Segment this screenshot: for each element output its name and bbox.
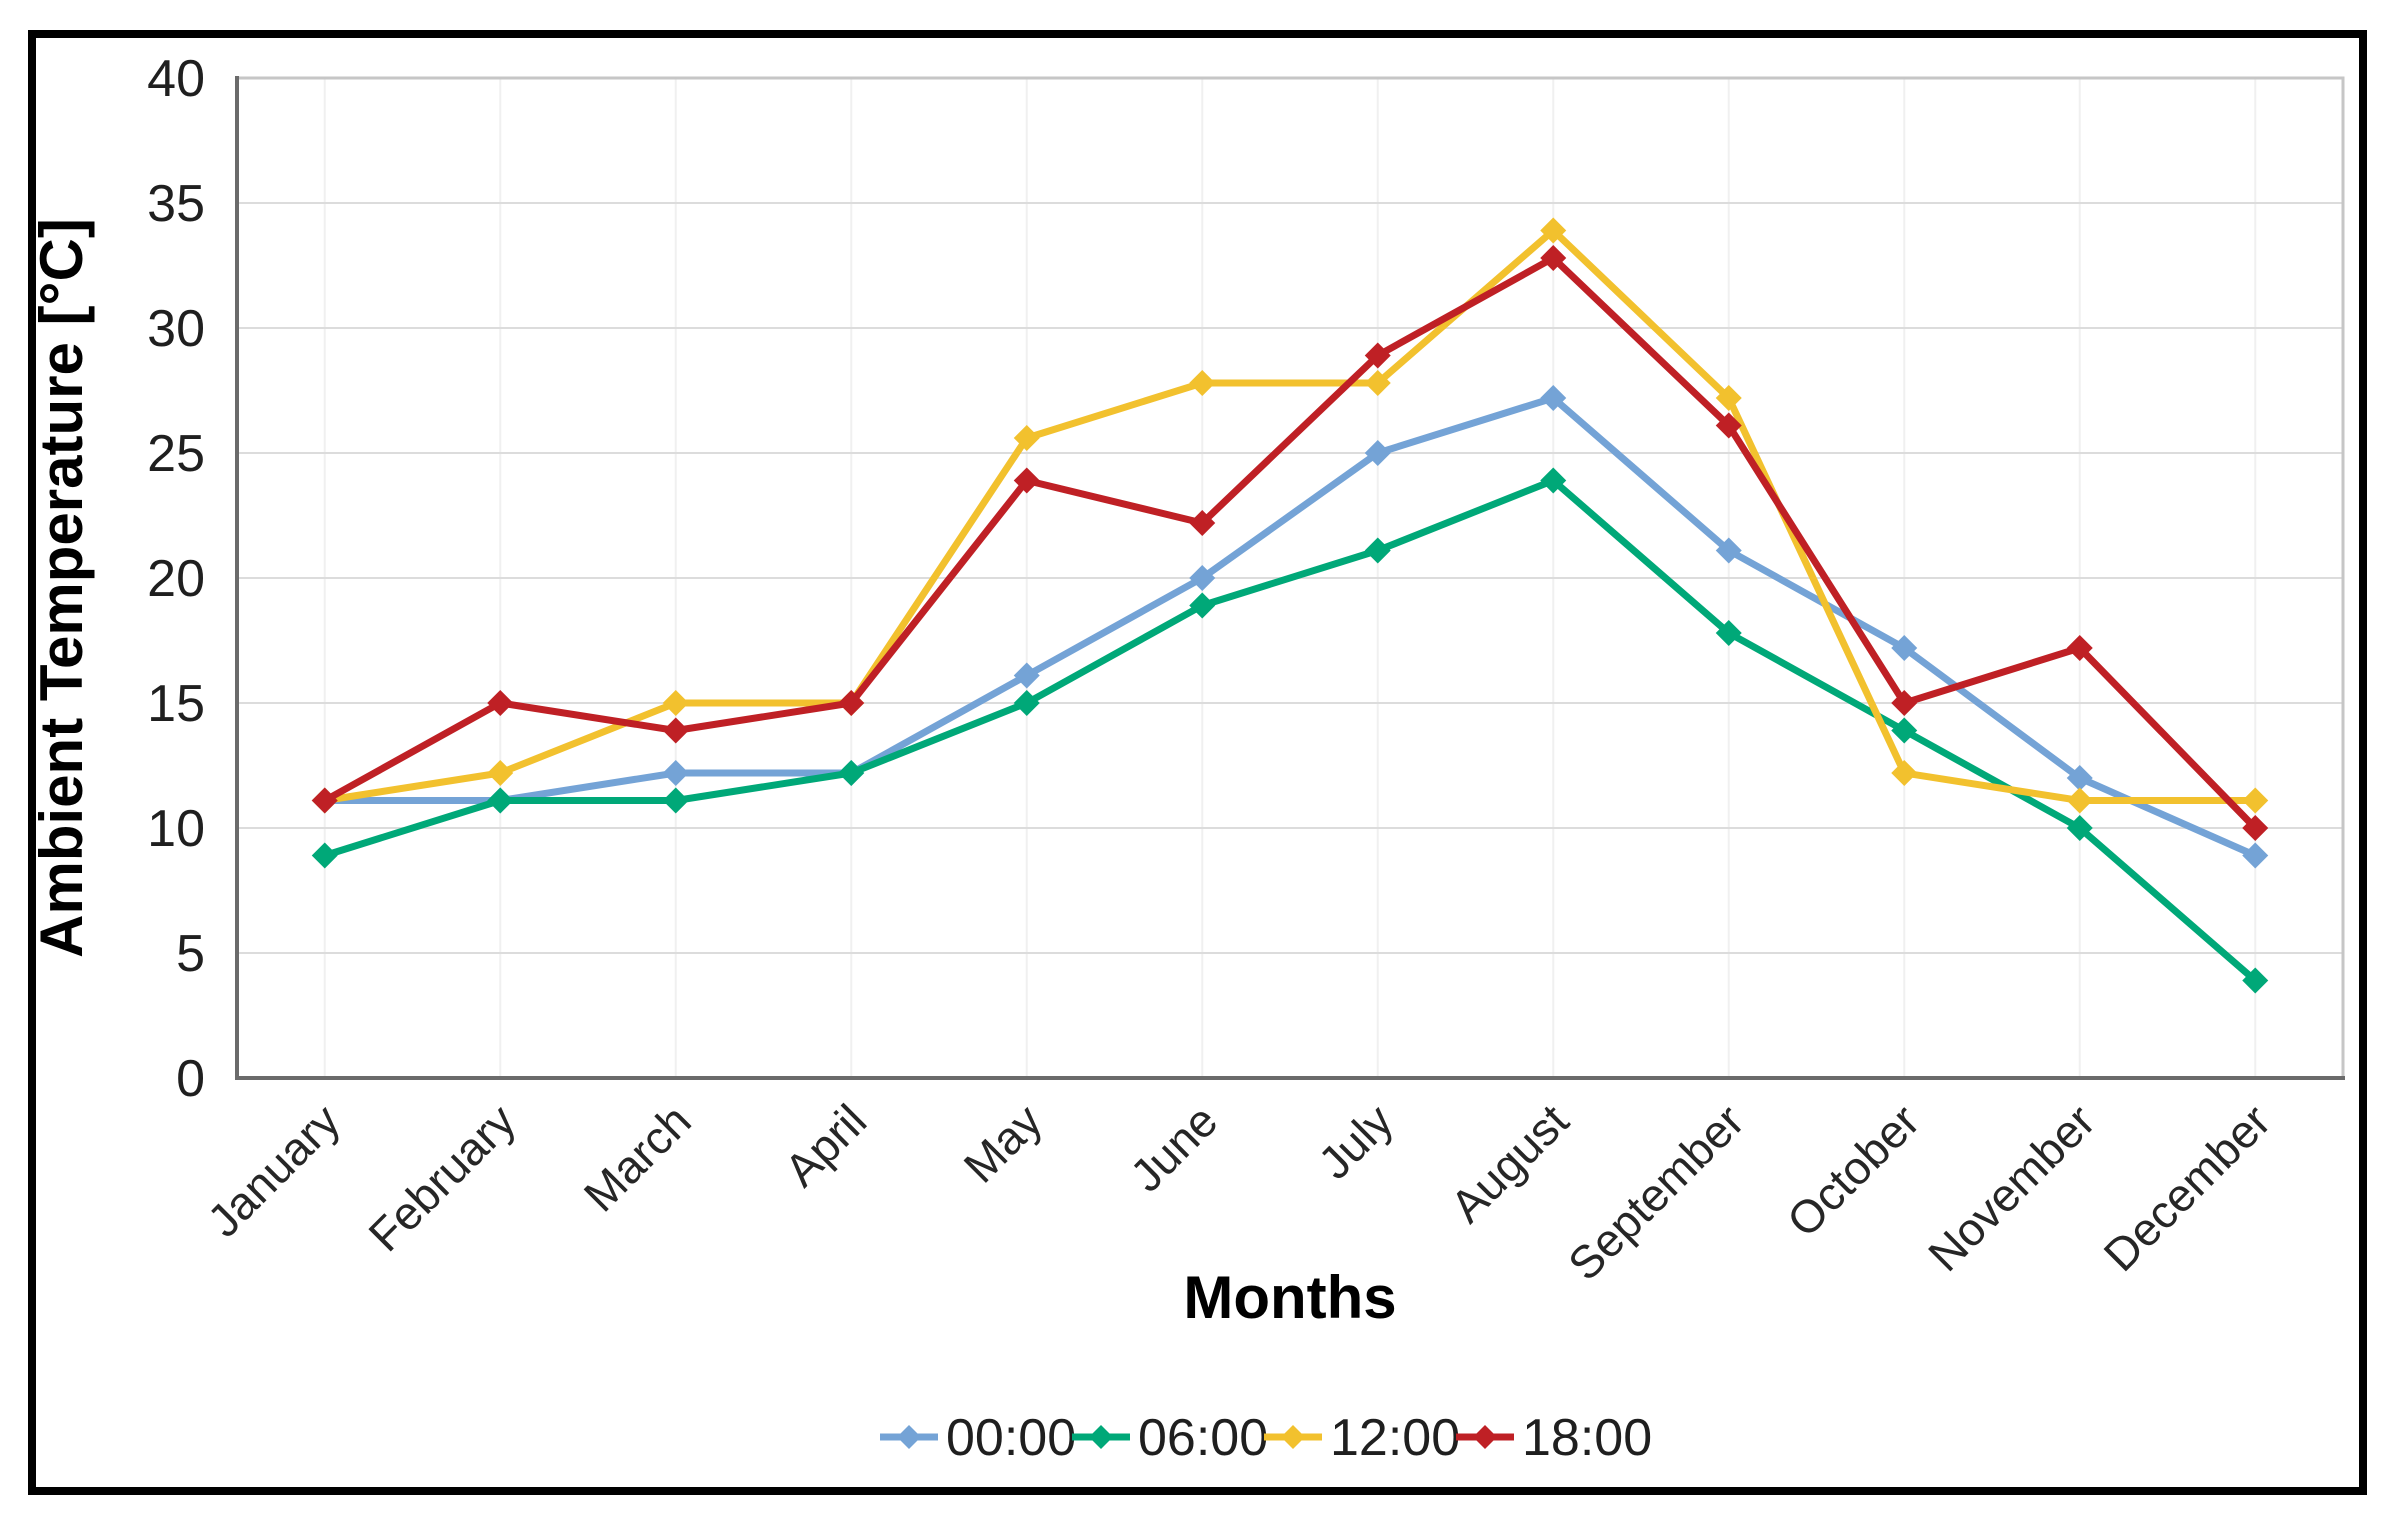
data-point-marker bbox=[487, 690, 514, 716]
legend-label: 00:00 bbox=[946, 1409, 1076, 1467]
data-point-marker bbox=[838, 690, 865, 716]
data-point-marker bbox=[2242, 967, 2269, 994]
legend-label: 18:00 bbox=[1522, 1409, 1652, 1467]
x-tick-label: February bbox=[358, 1094, 525, 1261]
series-markers-06:00 bbox=[311, 467, 2269, 994]
series-line-12:00 bbox=[321, 227, 2259, 804]
data-point-marker bbox=[662, 690, 689, 716]
data-point-marker bbox=[1891, 760, 1918, 786]
y-tick-labels: 0 5 10 15 20 25 30 35 40 bbox=[147, 50, 205, 1108]
data-point-marker bbox=[311, 842, 338, 869]
data-point-marker bbox=[1013, 425, 1040, 451]
x-tick-label: August bbox=[1440, 1094, 1578, 1232]
x-axis-title: Months bbox=[1183, 1264, 1396, 1331]
y-axis-title: Ambient Temperature [°C] bbox=[28, 218, 95, 958]
legend-label: 06:00 bbox=[1138, 1409, 1268, 1467]
data-point-marker bbox=[1540, 385, 1567, 411]
series-markers-18:00 bbox=[311, 245, 2269, 841]
data-point-marker bbox=[1364, 370, 1391, 396]
legend-marker bbox=[1281, 1425, 1305, 1449]
data-point-marker bbox=[311, 787, 338, 814]
data-point-marker bbox=[1013, 690, 1040, 716]
data-point-marker bbox=[662, 717, 689, 744]
x-tick-label: December bbox=[2094, 1094, 2281, 1281]
data-point-marker bbox=[487, 760, 514, 786]
x-tick-label: June bbox=[1120, 1094, 1227, 1201]
data-point-marker bbox=[662, 760, 689, 786]
y-tick-label: 0 bbox=[176, 1050, 205, 1108]
legend: 00:00 06:00 12:00 18:00 bbox=[880, 1409, 1652, 1467]
series-line-00:00 bbox=[321, 394, 2259, 859]
data-point-marker bbox=[838, 760, 865, 786]
y-tick-label: 30 bbox=[147, 300, 205, 358]
data-point-marker bbox=[1189, 565, 1216, 591]
y-tick-label: 15 bbox=[147, 675, 205, 733]
data-point-marker bbox=[2242, 787, 2269, 814]
x-tick-label: May bbox=[954, 1094, 1052, 1192]
x-tick-label: March bbox=[574, 1094, 701, 1221]
y-tick-label: 5 bbox=[176, 925, 205, 983]
data-point-marker bbox=[1364, 342, 1391, 369]
data-point-marker bbox=[2242, 842, 2269, 869]
data-point-marker bbox=[1540, 245, 1567, 271]
x-tick-labels: January February March April May June July Augu… bbox=[197, 1094, 2280, 1290]
legend-item-18:00: 18:00 bbox=[1456, 1409, 1652, 1467]
data-point-marker bbox=[1013, 662, 1040, 689]
x-tick-label: September bbox=[1558, 1094, 1754, 1290]
series-line-18:00 bbox=[321, 254, 2259, 832]
x-tick-label: January bbox=[197, 1094, 349, 1246]
y-tick-label: 35 bbox=[147, 175, 205, 233]
y-tick-label: 20 bbox=[147, 550, 205, 608]
data-point-marker bbox=[1540, 467, 1567, 494]
gridlines bbox=[237, 77, 2343, 1078]
data-point-marker bbox=[1364, 440, 1391, 466]
data-point-marker bbox=[1715, 385, 1742, 411]
y-tick-label: 40 bbox=[147, 50, 205, 108]
legend-marker bbox=[1473, 1425, 1497, 1449]
data-point-marker bbox=[1189, 510, 1216, 536]
series-line-06:00 bbox=[321, 477, 2259, 984]
legend-item-00:00: 00:00 bbox=[880, 1409, 1076, 1467]
figure-border bbox=[28, 30, 2367, 1495]
legend-item-12:00: 12:00 bbox=[1264, 1409, 1460, 1467]
data-point-marker bbox=[1891, 635, 1918, 661]
data-point-marker bbox=[1891, 690, 1918, 716]
data-point-marker bbox=[487, 787, 514, 814]
x-tick-label: April bbox=[774, 1094, 876, 1196]
data-point-marker bbox=[662, 787, 689, 814]
x-tick-label: July bbox=[1308, 1094, 1403, 1189]
data-point-marker bbox=[2066, 787, 2093, 814]
axis-lines bbox=[235, 76, 2345, 1080]
series-lines bbox=[311, 217, 2269, 994]
x-tick-label: November bbox=[1918, 1094, 2105, 1281]
data-point-marker bbox=[1715, 537, 1742, 564]
y-tick-label: 10 bbox=[147, 800, 205, 858]
data-point-marker bbox=[1715, 412, 1742, 439]
data-point-marker bbox=[2242, 815, 2269, 841]
data-point-marker bbox=[2066, 765, 2093, 791]
legend-item-06:00: 06:00 bbox=[1072, 1409, 1268, 1467]
y-tick-label: 25 bbox=[147, 425, 205, 483]
legend-label: 12:00 bbox=[1330, 1409, 1460, 1467]
data-point-marker bbox=[1540, 217, 1567, 244]
data-point-marker bbox=[1189, 592, 1216, 619]
data-point-marker bbox=[1364, 537, 1391, 564]
legend-marker bbox=[897, 1425, 921, 1449]
series-markers-00:00 bbox=[311, 385, 2269, 869]
x-tick-label: October bbox=[1777, 1094, 1929, 1246]
data-point-marker bbox=[1891, 717, 1918, 744]
data-point-marker bbox=[2066, 635, 2093, 661]
legend-marker bbox=[1089, 1425, 1113, 1449]
data-point-marker bbox=[1013, 467, 1040, 494]
data-point-marker bbox=[2066, 815, 2093, 841]
data-point-marker bbox=[1189, 370, 1216, 396]
data-point-marker bbox=[1715, 620, 1742, 646]
